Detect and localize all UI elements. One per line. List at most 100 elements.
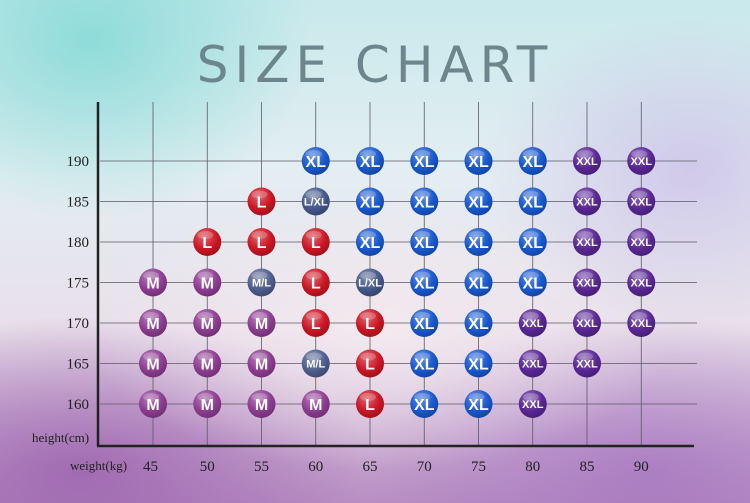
badge-highlight — [577, 312, 593, 320]
size-badge-l: L — [356, 390, 384, 418]
size-badge-m: M — [139, 390, 167, 418]
badge-highlight — [197, 393, 214, 401]
size-badge-xxl: XXL — [627, 147, 656, 175]
badge-highlight — [360, 271, 376, 280]
size-badge-xxl: XXL — [627, 228, 656, 256]
badge-highlight — [305, 352, 322, 361]
badge-highlight — [522, 150, 539, 158]
badge-label: XL — [360, 235, 381, 252]
badge-circle — [193, 228, 222, 256]
badge-highlight — [468, 271, 485, 280]
y-tick-label: 190 — [67, 154, 90, 170]
badge-circle — [518, 228, 547, 256]
size-badge-xl: XL — [464, 349, 493, 378]
badge-circle — [247, 228, 276, 256]
badge-circle — [410, 147, 439, 175]
badge-label: M — [201, 316, 214, 333]
badge-highlight — [468, 312, 485, 320]
badge-circle — [301, 268, 330, 297]
badge-circle — [573, 147, 601, 175]
badge-circle — [410, 187, 439, 216]
size-badges: M M M M M M M M L M M M M/L L L M M/L L L L L/XL XL L L L L/XL XL X… — [139, 147, 656, 418]
size-badge-xl: XL — [410, 228, 439, 256]
size-badge-m: M — [193, 309, 222, 337]
badge-circle — [193, 349, 222, 378]
badge-circle — [193, 268, 222, 297]
badge-label: XL — [523, 235, 544, 252]
size-badge-m: M — [247, 390, 276, 418]
badge-label: L/XL — [304, 196, 328, 208]
badge-label: L — [311, 235, 321, 252]
badge-highlight — [414, 190, 431, 199]
size-badge-xxl: XXL — [518, 349, 547, 378]
badge-label: M — [201, 356, 214, 373]
x-tick-label: 90 — [634, 459, 649, 475]
size-badge-xl: XL — [518, 228, 547, 256]
badge-label: L/XL — [358, 277, 382, 289]
badge-highlight — [143, 271, 159, 280]
badge-circle — [301, 228, 330, 256]
badge-highlight — [577, 352, 593, 361]
badge-label: XL — [414, 275, 435, 292]
size-badge-xxl: XXL — [573, 349, 601, 378]
badge-circle — [464, 390, 493, 418]
badge-label: M — [146, 316, 159, 333]
size-badge-l: L — [247, 187, 276, 216]
badge-label: XL — [468, 235, 489, 252]
size-badge-xl: XL — [464, 268, 493, 297]
badge-highlight — [414, 393, 431, 401]
badge-label: M — [201, 275, 214, 292]
size-badge-xxl: XXL — [627, 268, 656, 297]
badge-circle — [356, 349, 384, 378]
badge-circle — [627, 187, 656, 216]
badge-highlight — [251, 312, 268, 320]
badge-label: XL — [414, 356, 435, 373]
size-badge-xl: XL — [410, 147, 439, 175]
badge-circle — [301, 390, 330, 418]
badge-circle — [139, 268, 167, 297]
badge-circle — [301, 309, 330, 337]
badge-highlight — [360, 150, 376, 158]
badge-circle — [573, 309, 601, 337]
size-badge-xl: XL — [464, 147, 493, 175]
badge-label: XL — [523, 154, 544, 171]
badge-highlight — [360, 352, 376, 361]
badge-highlight — [305, 150, 322, 158]
y-tick-label: 185 — [67, 195, 90, 211]
size-badge-m-l: M/L — [301, 349, 330, 378]
badge-highlight — [468, 393, 485, 401]
x-tick-label: 55 — [254, 459, 269, 475]
badge-label: XL — [468, 397, 489, 414]
badge-highlight — [577, 231, 593, 239]
badge-label: XL — [414, 397, 435, 414]
badge-circle — [247, 309, 276, 337]
badge-label: XXL — [631, 156, 653, 168]
size-badge-l: L — [356, 349, 384, 378]
badge-highlight — [631, 271, 648, 280]
badge-circle — [247, 390, 276, 418]
size-badge-xl: XL — [410, 349, 439, 378]
badge-label: M — [309, 397, 322, 414]
badge-label: M — [201, 397, 214, 414]
badge-highlight — [251, 352, 268, 361]
size-badge-xxl: XXL — [573, 309, 601, 337]
grid — [100, 102, 697, 446]
badge-circle — [518, 268, 547, 297]
size-badge-xl: XL — [464, 187, 493, 216]
x-tick-label: 45 — [143, 459, 158, 475]
badge-circle — [518, 349, 547, 378]
badge-label: XL — [414, 154, 435, 171]
badge-highlight — [522, 190, 539, 199]
badge-highlight — [360, 231, 376, 239]
badge-label: XL — [468, 356, 489, 373]
badge-label: XL — [360, 194, 381, 211]
size-badge-xxl: XXL — [573, 228, 601, 256]
badge-highlight — [468, 190, 485, 199]
badge-circle — [518, 390, 547, 418]
size-badge-l: L — [301, 228, 330, 256]
badge-label: M — [255, 316, 268, 333]
badge-highlight — [522, 231, 539, 239]
badge-circle — [356, 390, 384, 418]
size-badge-m: M — [139, 309, 167, 337]
y-tick-label: 170 — [67, 316, 90, 332]
